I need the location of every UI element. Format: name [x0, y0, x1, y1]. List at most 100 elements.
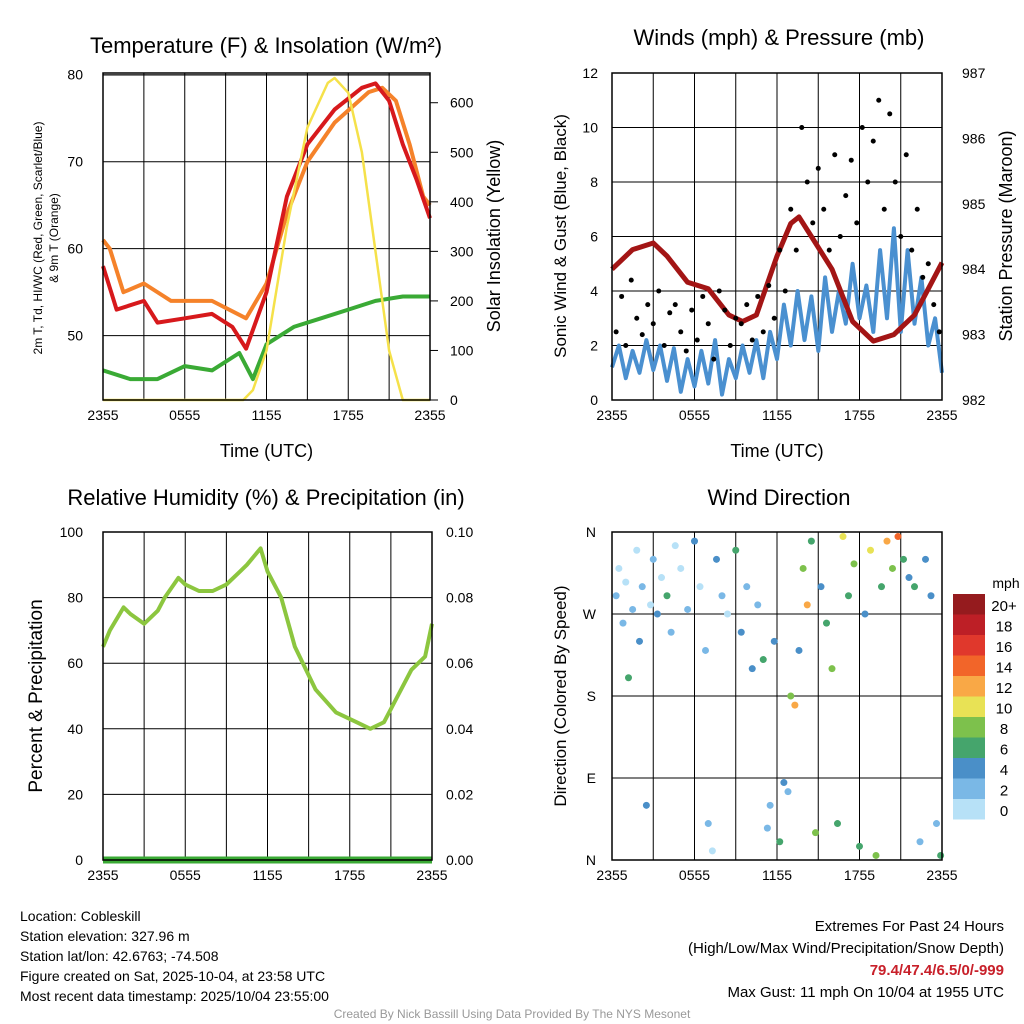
y2-tick-label: 985	[962, 196, 986, 212]
plot-frame	[611, 531, 943, 861]
direction-point	[911, 583, 918, 591]
direction-point	[619, 619, 627, 627]
gust-point	[639, 332, 645, 338]
gust-point	[854, 220, 860, 226]
x-tick-label: 2355	[414, 407, 445, 423]
colorbar-swatch	[953, 635, 985, 656]
direction-point	[787, 692, 795, 700]
x-tick-label: 1155	[252, 867, 282, 883]
direction-point	[636, 637, 643, 645]
y-tick-label: 60	[67, 241, 83, 257]
y2-tick-label: 300	[450, 243, 474, 259]
gust-point	[799, 125, 805, 130]
direction-point	[763, 824, 771, 832]
direction-point	[916, 838, 924, 846]
x-tick-label: 2355	[596, 407, 627, 423]
direction-point	[658, 574, 665, 582]
direction-point	[784, 788, 792, 796]
direction-point	[803, 601, 811, 609]
colorbar-label: 10	[996, 701, 1013, 718]
y-tick-label: N	[586, 524, 596, 540]
colorbar-swatch	[953, 778, 985, 799]
y-tick-label: 50	[67, 328, 83, 344]
direction-point	[834, 820, 841, 828]
colorbar-swatch	[953, 717, 985, 738]
station-info: Location: Cobleskill Station elevation: …	[20, 906, 329, 1006]
gust-point	[876, 97, 882, 103]
colorbar-label: 0	[1000, 803, 1008, 820]
gust-point	[711, 356, 717, 362]
series-line-9m-t	[101, 85, 432, 321]
direction-point	[856, 842, 863, 850]
gust-point	[865, 179, 871, 185]
direction-point	[807, 537, 815, 545]
gust-point	[738, 321, 744, 327]
direction-point	[691, 537, 698, 545]
y-tick-label: 80	[67, 67, 83, 83]
plot-frame	[102, 72, 431, 401]
y2-tick-label: 0	[450, 392, 458, 408]
gust-point	[843, 193, 849, 199]
gust-point	[804, 179, 810, 185]
colorbar-title: mph	[992, 575, 1019, 591]
direction-point	[823, 619, 830, 627]
y-tick-label: 6	[590, 229, 598, 245]
y2-tick-label: 984	[962, 261, 986, 277]
colorbar-swatch	[953, 676, 985, 697]
colorbar-label: 6	[1000, 742, 1008, 759]
gust-point	[848, 157, 854, 163]
gust-point	[755, 293, 761, 299]
direction-point	[759, 656, 767, 664]
gust-point	[619, 293, 625, 299]
direction-point	[872, 851, 880, 859]
y-tick-label: 2	[590, 338, 598, 354]
gust-point	[859, 125, 865, 130]
direction-point	[647, 601, 654, 609]
series-line-sonic-wind	[610, 226, 944, 397]
y-tick-label: 8	[590, 174, 598, 190]
gust-point	[650, 321, 656, 327]
direction-point	[663, 592, 671, 600]
gust-point	[810, 220, 816, 226]
direction-point	[638, 583, 646, 591]
series-line-rh	[101, 546, 434, 731]
gust-point	[931, 302, 937, 308]
y-tick-label: 100	[60, 524, 84, 540]
colorbar-swatch	[953, 594, 985, 615]
y-tick-label: 10	[582, 120, 598, 136]
colorbar-label: 20+	[991, 598, 1017, 615]
direction-point	[629, 605, 637, 613]
colorbar-label: 2	[1000, 783, 1008, 800]
gust-point	[892, 179, 898, 185]
direction-point	[933, 820, 940, 828]
y-tick-label: W	[583, 606, 597, 622]
gust-point	[613, 329, 619, 335]
recent-timestamp: Most recent data timestamp: 2025/10/04 2…	[20, 988, 329, 1004]
colorbar-label: 8	[1000, 721, 1008, 738]
x-tick-label: 1755	[844, 407, 875, 423]
direction-point	[905, 574, 913, 582]
gust-point	[881, 206, 887, 212]
gust-point	[914, 206, 920, 212]
y-tick-label: 60	[67, 655, 83, 671]
x-tick-label: 0555	[679, 867, 710, 883]
x-axis-label: Time (UTC)	[220, 441, 313, 461]
gust-point	[898, 234, 904, 239]
direction-point	[791, 701, 799, 709]
direction-point	[937, 851, 945, 859]
gust-point	[903, 152, 909, 158]
chart-title: Relative Humidity (%) & Precipitation (i…	[67, 485, 464, 510]
gust-point	[920, 274, 926, 280]
extremes-subtitle: (High/Low/Max Wind/Precipitation/Snow De…	[688, 940, 1004, 957]
x-tick-label: 1155	[762, 867, 792, 883]
gust-point	[887, 111, 893, 117]
gust-point	[749, 337, 755, 343]
chart-title: Temperature (F) & Insolation (W/m²)	[90, 33, 442, 58]
figure-created: Figure created on Sat, 2025-10-04, at 23…	[20, 968, 326, 984]
y2-tick-label: 0.00	[446, 852, 473, 868]
colorbar-swatch	[953, 655, 985, 676]
colorbar-swatch	[953, 696, 985, 717]
x-axis-label: Time (UTC)	[730, 441, 823, 461]
gust-point	[793, 247, 799, 253]
